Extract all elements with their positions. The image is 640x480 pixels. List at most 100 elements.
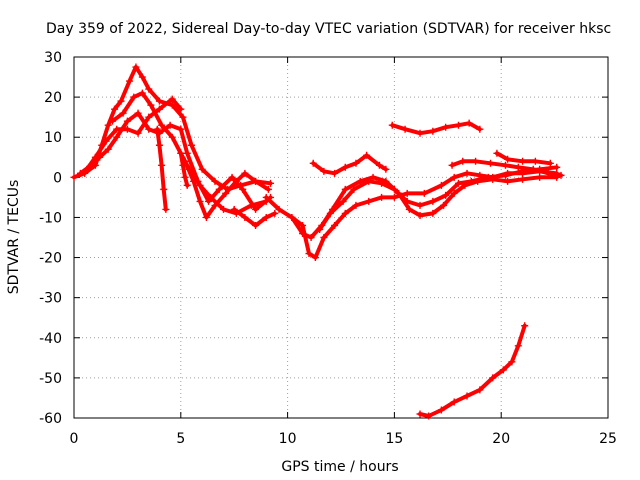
data-point [168, 101, 176, 109]
data-point [299, 229, 307, 237]
data-point [388, 121, 396, 129]
data-series [309, 151, 390, 177]
data-point [70, 173, 78, 181]
data-point [416, 410, 424, 418]
data-series [76, 109, 275, 213]
data-point [108, 117, 116, 125]
data-point [123, 117, 131, 125]
plot-frame [73, 56, 609, 419]
data-point [382, 177, 390, 185]
data-point [504, 177, 512, 185]
data-point [145, 125, 153, 133]
data-point [211, 201, 219, 209]
series-line [84, 97, 183, 172]
data-point [158, 161, 166, 169]
data-point [459, 157, 467, 165]
data-point [102, 137, 110, 145]
data-point [440, 201, 448, 209]
plot-area [70, 63, 565, 420]
x-tick-label: 25 [599, 431, 617, 447]
data-point [416, 129, 424, 137]
data-point [275, 205, 283, 213]
data-point [111, 105, 119, 113]
x-tick-label: 0 [70, 431, 79, 447]
data-point [211, 177, 219, 185]
data-point [179, 161, 187, 169]
data-point [331, 169, 339, 177]
y-tick-label: -50 [39, 371, 62, 387]
y-axis-label: SDTVAR / TECUs [6, 180, 22, 295]
data-point [267, 179, 275, 187]
data-point [196, 181, 204, 189]
data-point [401, 125, 409, 133]
data-point [514, 342, 522, 350]
data-point [145, 85, 153, 93]
data-point [536, 173, 544, 181]
data-point [519, 175, 527, 183]
data-point [553, 163, 561, 171]
data-point [442, 191, 450, 199]
data-point [531, 157, 539, 165]
data-point [437, 181, 445, 189]
data-point [429, 197, 437, 205]
data-point [160, 185, 168, 193]
data-point [320, 167, 328, 175]
data-point [352, 201, 360, 209]
data-point [378, 193, 386, 201]
x-tick-label: 20 [492, 431, 510, 447]
data-point [252, 205, 260, 213]
data-point [220, 205, 228, 213]
data-point [177, 125, 185, 133]
data-point [241, 213, 249, 221]
x-tick-label: 10 [279, 431, 297, 447]
data-point [448, 161, 456, 169]
data-point [168, 95, 176, 103]
data-point [493, 149, 501, 157]
data-point [202, 213, 210, 221]
data-point [228, 173, 236, 181]
data-series [416, 322, 529, 420]
data-point [126, 77, 134, 85]
series-line [183, 159, 271, 220]
data-point [177, 149, 185, 157]
y-tick-label: 10 [44, 130, 62, 146]
data-point [544, 169, 552, 177]
data-point [463, 392, 471, 400]
data-point [307, 234, 315, 241]
data-series [177, 149, 191, 189]
data-point [514, 163, 522, 171]
data-point [205, 197, 213, 205]
series-line [317, 165, 559, 232]
data-point [461, 181, 469, 189]
data-series [288, 173, 561, 241]
data-point [501, 171, 509, 179]
data-point [241, 169, 249, 177]
data-point [416, 201, 424, 209]
data-point [521, 322, 529, 330]
data-point [158, 121, 166, 129]
y-tick-label: 0 [53, 170, 62, 186]
data-point [487, 159, 495, 167]
data-point [463, 169, 471, 177]
data-point [450, 398, 458, 406]
series-line [178, 151, 190, 188]
data-point [183, 149, 191, 157]
data-point [232, 177, 240, 185]
data-point [155, 105, 163, 113]
data-point [166, 121, 174, 129]
data-point [262, 213, 270, 221]
data-point [546, 159, 554, 167]
data-point [130, 93, 138, 101]
data-point [181, 173, 189, 181]
data-point [247, 201, 255, 209]
data-series [230, 205, 279, 229]
data-point [183, 181, 191, 189]
data-point [365, 197, 373, 205]
series-line [418, 323, 527, 418]
data-point [252, 177, 260, 185]
data-point [147, 101, 155, 109]
data-series [153, 125, 170, 213]
data-point [252, 221, 260, 229]
data-point [83, 165, 91, 173]
x-tick-label: 5 [176, 431, 185, 447]
